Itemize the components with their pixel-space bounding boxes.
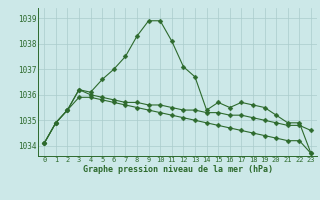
X-axis label: Graphe pression niveau de la mer (hPa): Graphe pression niveau de la mer (hPa) bbox=[83, 165, 273, 174]
